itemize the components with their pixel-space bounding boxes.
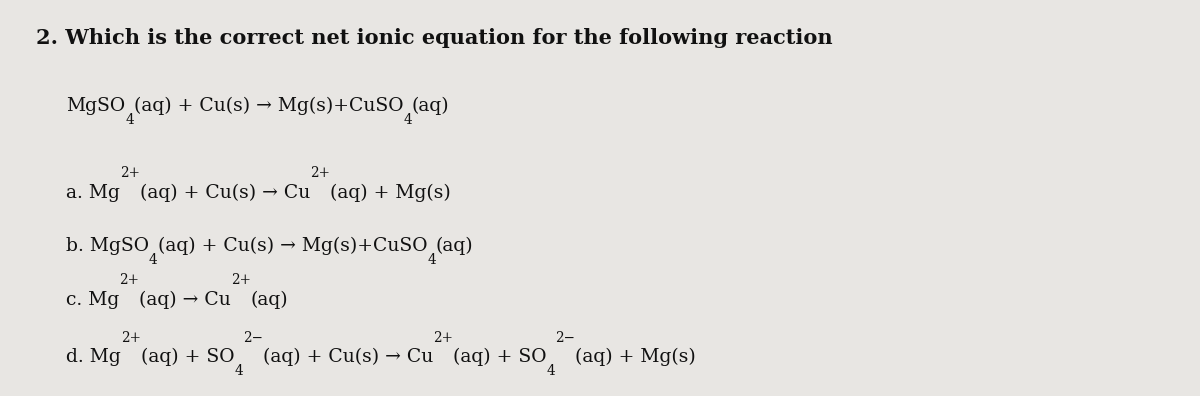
Text: 2−: 2− — [554, 331, 575, 345]
Text: (aq) + SO: (aq) + SO — [452, 348, 546, 366]
Text: 2. Which is the correct net ionic equation for the following reaction: 2. Which is the correct net ionic equati… — [36, 28, 833, 48]
Text: (aq) + Mg(s): (aq) + Mg(s) — [575, 348, 696, 366]
Text: (aq) + Cu(s) → Cu: (aq) + Cu(s) → Cu — [263, 348, 433, 366]
Text: (aq): (aq) — [251, 291, 288, 309]
Text: 4: 4 — [234, 364, 242, 378]
Text: MgSO: MgSO — [66, 97, 125, 115]
Text: a. Mg: a. Mg — [66, 184, 120, 202]
Text: 2+: 2+ — [119, 273, 139, 287]
Text: 2+: 2+ — [433, 331, 452, 345]
Text: 2−: 2− — [242, 331, 263, 345]
Text: 2+: 2+ — [230, 273, 251, 287]
Text: (aq) + SO: (aq) + SO — [140, 348, 234, 366]
Text: 4: 4 — [149, 253, 157, 267]
Text: 2+: 2+ — [310, 166, 330, 181]
Text: 2+: 2+ — [121, 331, 140, 345]
Text: (aq) + Cu(s) → Mg(s)+CuSO: (aq) + Cu(s) → Mg(s)+CuSO — [157, 237, 427, 255]
Text: c. Mg: c. Mg — [66, 291, 119, 309]
Text: (aq): (aq) — [436, 237, 473, 255]
Text: b. MgSO: b. MgSO — [66, 238, 149, 255]
Text: (aq) + Cu(s) → Mg(s)+CuSO: (aq) + Cu(s) → Mg(s)+CuSO — [133, 97, 403, 115]
Text: 4: 4 — [546, 364, 554, 378]
Text: (aq) → Cu: (aq) → Cu — [139, 291, 230, 309]
Text: 4: 4 — [403, 112, 412, 127]
Text: 4: 4 — [427, 253, 436, 267]
Text: 2+: 2+ — [120, 166, 139, 181]
Text: d. Mg: d. Mg — [66, 348, 121, 366]
Text: (aq) + Cu(s) → Cu: (aq) + Cu(s) → Cu — [139, 184, 310, 202]
Text: (aq): (aq) — [412, 97, 450, 115]
Text: (aq) + Mg(s): (aq) + Mg(s) — [330, 184, 451, 202]
Text: 4: 4 — [125, 112, 133, 127]
